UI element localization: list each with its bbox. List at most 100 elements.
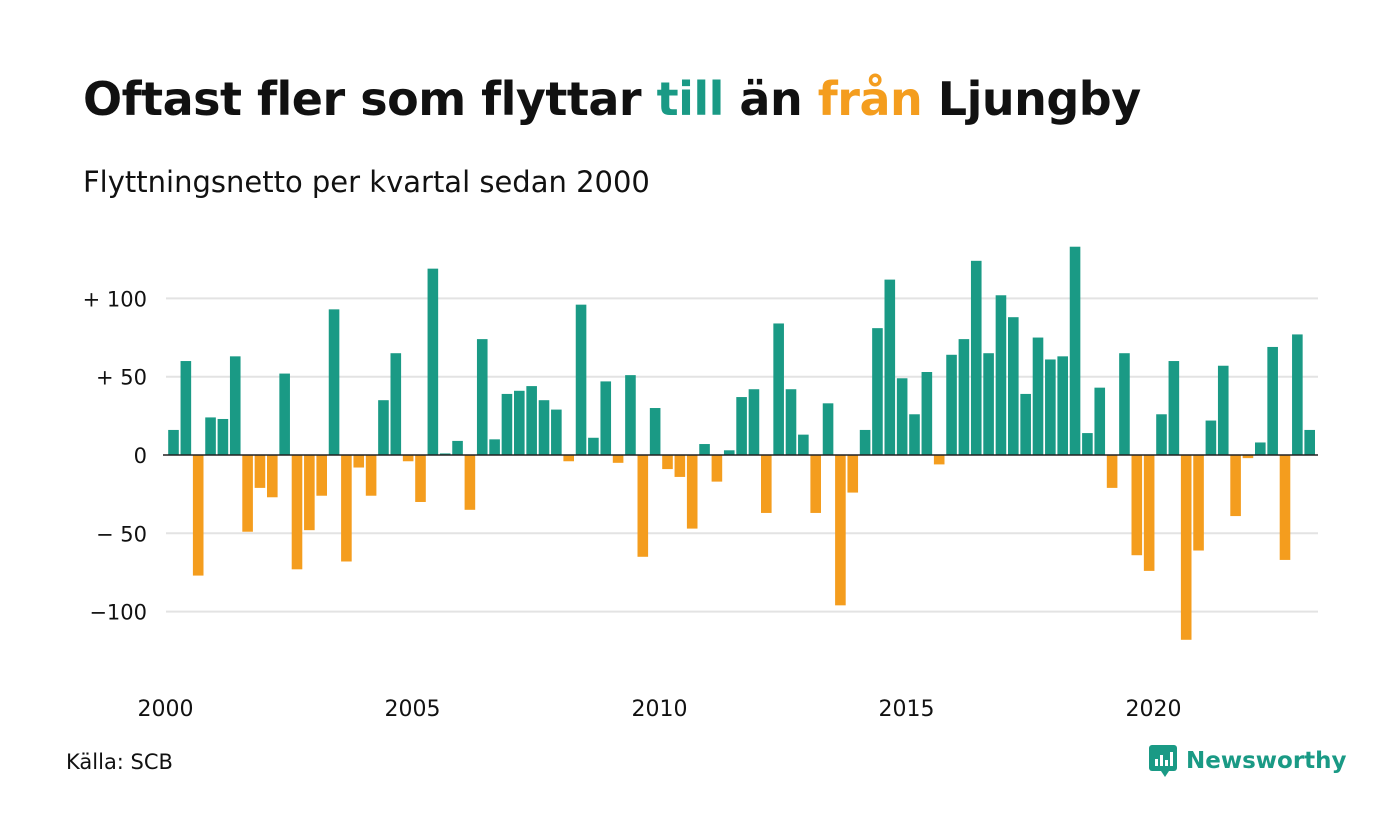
- bar: [365, 455, 377, 496]
- title-part-2: än: [723, 72, 818, 126]
- bar: [1230, 455, 1241, 517]
- bar: [588, 437, 599, 455]
- bar: [316, 455, 327, 496]
- bar: [168, 429, 179, 455]
- bar: [378, 400, 389, 455]
- bar: [279, 373, 290, 455]
- y-tick-label: −100: [89, 601, 147, 625]
- bar: [563, 455, 574, 462]
- bar: [217, 418, 229, 455]
- bar: [1255, 442, 1266, 455]
- bar: [1279, 455, 1291, 560]
- bar: [476, 339, 488, 455]
- y-tick-label: + 100: [83, 287, 147, 311]
- bar: [847, 455, 859, 493]
- title-highlight-fran: från: [817, 72, 923, 126]
- bar: [1057, 356, 1068, 455]
- bar: [612, 455, 624, 463]
- bar: [637, 455, 649, 557]
- bar: [699, 444, 710, 455]
- bar: [242, 455, 253, 532]
- bar: [1267, 346, 1278, 455]
- x-tick-label: 2005: [385, 697, 441, 722]
- bar: [1193, 455, 1204, 551]
- bar: [822, 403, 834, 455]
- bar: [835, 455, 846, 606]
- bar: [983, 353, 994, 455]
- bar: [205, 417, 216, 455]
- chart-title: Oftast fler som flyttar till än från Lju…: [83, 72, 1141, 126]
- bar: [748, 389, 760, 455]
- bar: [921, 372, 933, 455]
- bar: [526, 386, 537, 455]
- bar: [575, 304, 587, 455]
- title-part-3: Ljungby: [922, 72, 1141, 126]
- bar: [761, 455, 772, 513]
- bar: [464, 455, 476, 510]
- bar: [1069, 246, 1081, 455]
- axis-layer: + 100 + 50 0 − 50 −100 2000 2005 2010 2015 2020: [83, 287, 1318, 722]
- bar: [1008, 317, 1019, 455]
- brand-name: Newsworthy: [1186, 748, 1347, 774]
- bar: [489, 439, 500, 455]
- bar: [353, 455, 365, 468]
- bar: [551, 409, 562, 455]
- bar: [625, 375, 636, 455]
- bar: [501, 393, 513, 455]
- bar: [1143, 455, 1155, 571]
- bar: [662, 455, 673, 470]
- bar: [859, 429, 871, 455]
- bar: [946, 354, 957, 455]
- source-note: Källa: SCB: [66, 750, 173, 774]
- bar: [415, 455, 426, 502]
- bar: [402, 455, 414, 462]
- bar: [711, 455, 723, 482]
- bar: [291, 455, 303, 570]
- bar: [1119, 353, 1130, 455]
- bar: [180, 361, 192, 455]
- x-tick-label: 2015: [879, 697, 935, 722]
- bar: [600, 381, 612, 455]
- bar: [896, 378, 908, 455]
- y-tick-label: + 50: [96, 366, 147, 390]
- y-tick-label: 0: [134, 444, 147, 468]
- bar: [1094, 387, 1106, 455]
- bar: [229, 356, 241, 455]
- bar: [810, 455, 821, 513]
- y-tick-label: − 50: [96, 522, 147, 546]
- bar: [872, 328, 883, 455]
- bar: [1032, 337, 1044, 455]
- bar: [1106, 455, 1118, 488]
- x-tick-label: 2020: [1126, 697, 1182, 722]
- bar-layer: [168, 246, 1315, 640]
- newsworthy-logo-icon: [1149, 745, 1177, 777]
- bar: [452, 440, 463, 455]
- x-tick-label: 2010: [632, 697, 688, 722]
- grid-layer: [166, 297, 1318, 613]
- bar: [427, 268, 439, 455]
- bar: [674, 455, 686, 477]
- x-tick-label: 2000: [138, 697, 194, 722]
- bar: [785, 389, 797, 455]
- bar: [649, 408, 661, 455]
- chart-subtitle: Flyttningsnetto per kvartal sedan 2000: [83, 165, 650, 199]
- bar: [686, 455, 698, 529]
- bar: [390, 353, 402, 455]
- bar: [328, 309, 340, 455]
- bar: [538, 400, 550, 455]
- bar: [958, 339, 970, 455]
- bar: [1304, 429, 1315, 455]
- bar: [1168, 361, 1180, 455]
- bar: [267, 455, 278, 498]
- bar: [909, 414, 920, 455]
- bar: [798, 434, 809, 455]
- bar: [439, 453, 451, 455]
- bar: [1020, 393, 1031, 455]
- bar: [192, 455, 204, 576]
- bar: [884, 279, 896, 455]
- bar: [723, 450, 735, 455]
- bar: [1082, 433, 1093, 455]
- bar: [1180, 455, 1192, 640]
- bar: [1131, 455, 1143, 556]
- title-part-1: Oftast fler som flyttar: [83, 72, 657, 126]
